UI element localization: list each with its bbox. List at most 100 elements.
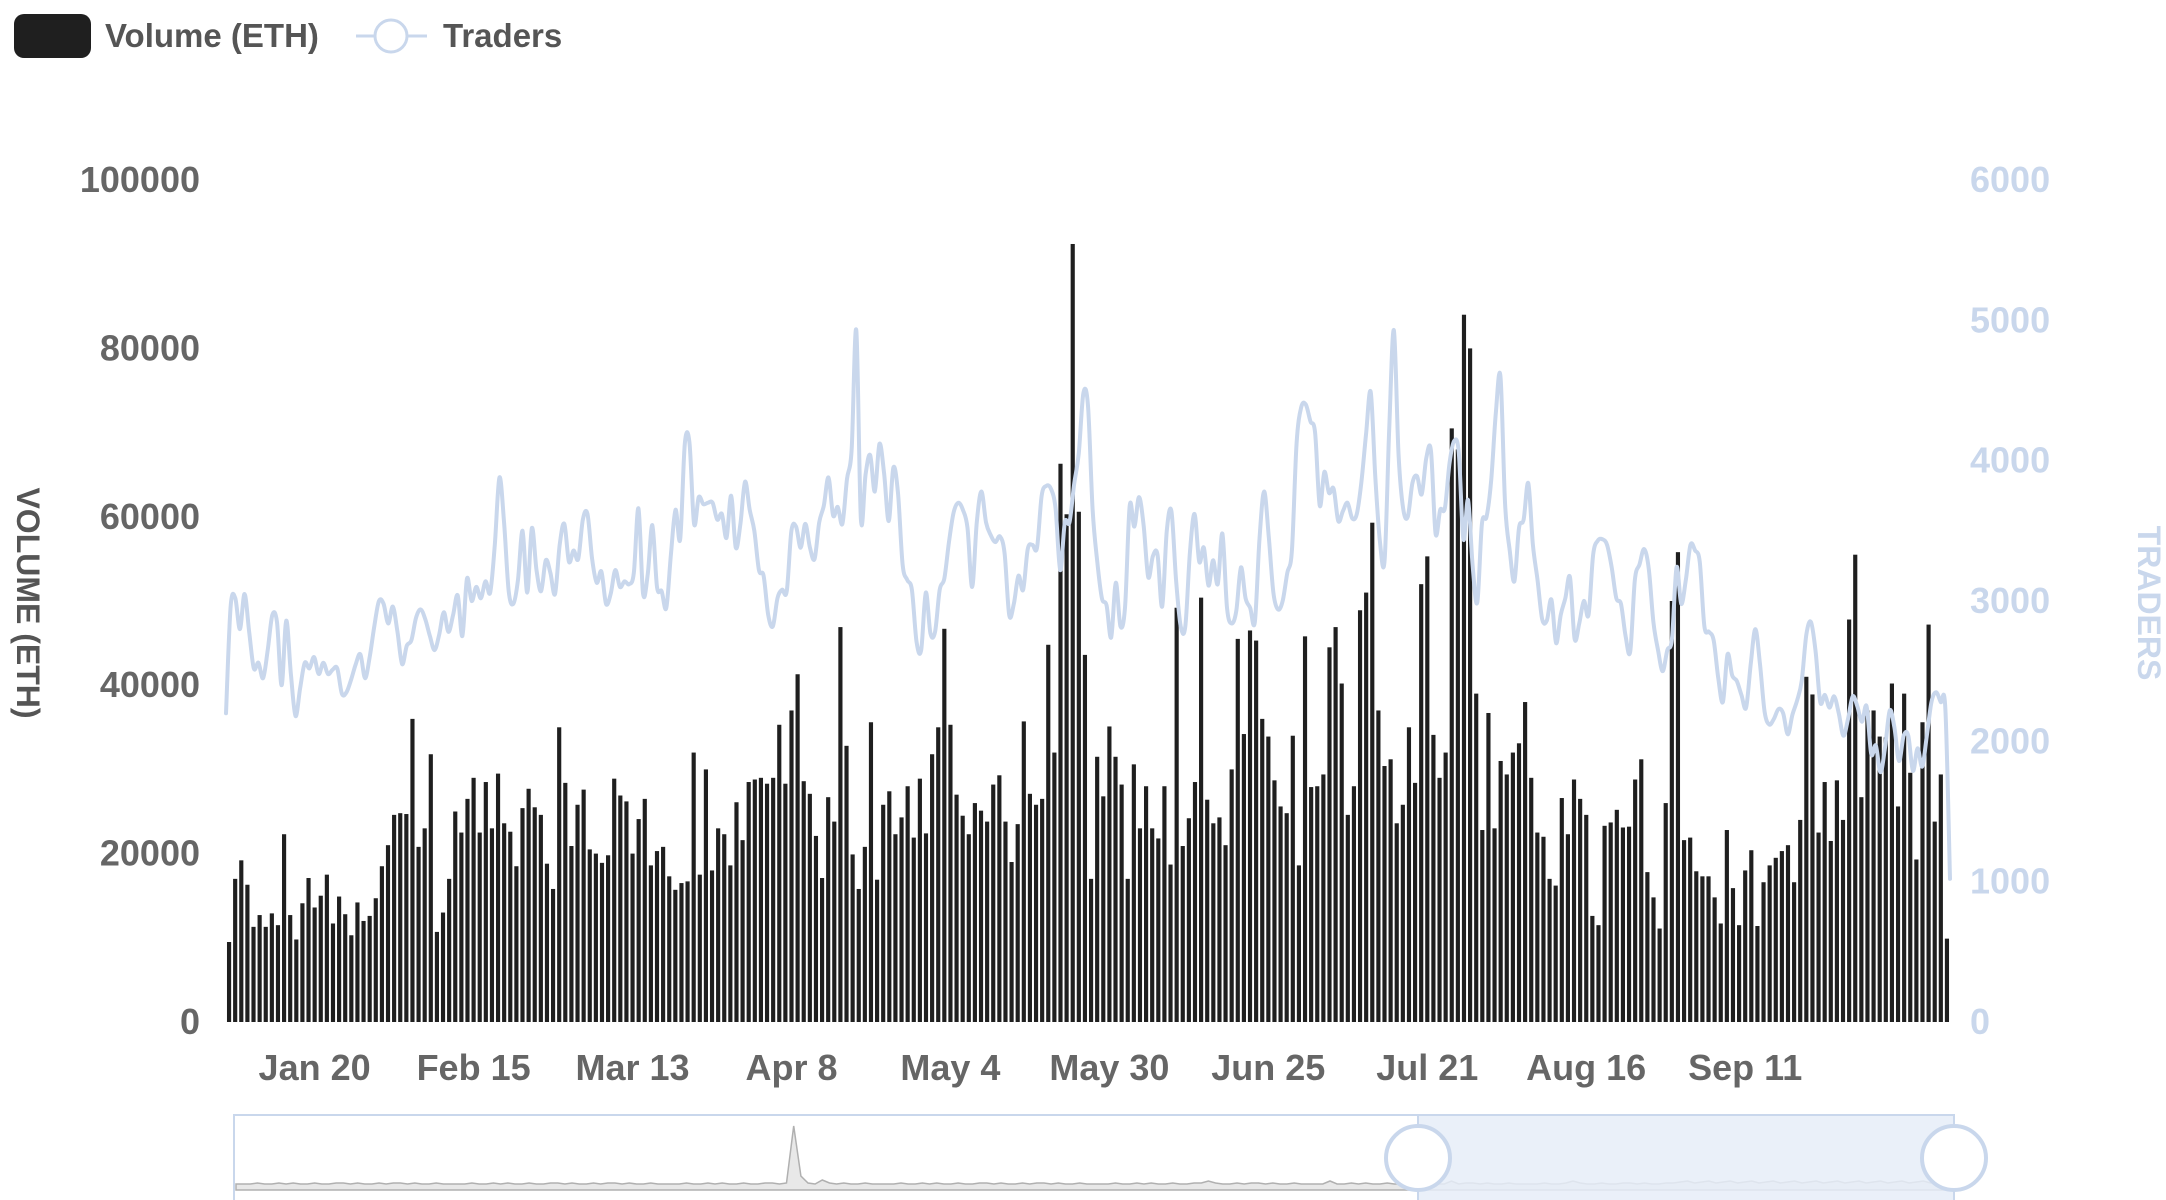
volume-bar[interactable] bbox=[495, 773, 501, 1022]
volume-bar[interactable] bbox=[563, 782, 568, 1022]
volume-bar[interactable] bbox=[972, 803, 977, 1022]
volume-bar[interactable] bbox=[911, 837, 916, 1022]
volume-bar[interactable] bbox=[422, 828, 427, 1022]
volume-bar[interactable] bbox=[697, 874, 702, 1022]
volume-bar[interactable] bbox=[783, 783, 788, 1022]
volume-bar[interactable] bbox=[728, 865, 733, 1022]
volume-bar[interactable] bbox=[1150, 828, 1155, 1022]
volume-bar[interactable] bbox=[1468, 348, 1473, 1022]
volume-bar[interactable] bbox=[282, 834, 287, 1022]
volume-bar[interactable] bbox=[288, 915, 293, 1022]
volume-bar[interactable] bbox=[245, 884, 250, 1022]
volume-bar[interactable] bbox=[306, 878, 311, 1022]
volume-bar[interactable] bbox=[275, 925, 281, 1022]
volume-bar[interactable] bbox=[465, 798, 470, 1022]
volume-bar[interactable] bbox=[1700, 876, 1705, 1022]
volume-bar[interactable] bbox=[1247, 630, 1253, 1022]
volume-bar[interactable] bbox=[233, 878, 238, 1022]
volume-bar[interactable] bbox=[544, 863, 550, 1022]
volume-bar[interactable] bbox=[1633, 779, 1638, 1023]
volume-bar[interactable] bbox=[1333, 627, 1338, 1022]
volume-bar[interactable] bbox=[1584, 814, 1589, 1022]
volume-bar[interactable] bbox=[1779, 851, 1784, 1022]
navigator-selected-range[interactable] bbox=[1417, 1114, 1955, 1200]
volume-bar[interactable] bbox=[1798, 819, 1803, 1022]
volume-bar[interactable] bbox=[1272, 780, 1277, 1022]
volume-bar[interactable] bbox=[1730, 888, 1736, 1022]
volume-bar[interactable] bbox=[1174, 607, 1179, 1022]
volume-bar[interactable] bbox=[1932, 821, 1937, 1022]
volume-bar[interactable] bbox=[1749, 850, 1754, 1022]
volume-bar[interactable] bbox=[226, 942, 232, 1022]
volume-bar[interactable] bbox=[1859, 797, 1864, 1022]
volume-bar[interactable] bbox=[1309, 787, 1314, 1022]
volume-bar[interactable] bbox=[868, 722, 874, 1022]
volume-bar[interactable] bbox=[899, 817, 904, 1022]
volume-bar[interactable] bbox=[1021, 721, 1026, 1022]
volume-bar[interactable] bbox=[1113, 756, 1118, 1022]
volume-bar[interactable] bbox=[1217, 817, 1222, 1022]
volume-bar[interactable] bbox=[1382, 766, 1387, 1022]
volume-bar[interactable] bbox=[526, 788, 531, 1022]
volume-bar[interactable] bbox=[1046, 644, 1051, 1022]
volume-bar[interactable] bbox=[685, 881, 690, 1022]
volume-bar[interactable] bbox=[1639, 759, 1644, 1022]
volume-bar[interactable] bbox=[1370, 522, 1375, 1022]
volume-bar[interactable] bbox=[581, 789, 586, 1022]
volume-bar[interactable] bbox=[1559, 798, 1564, 1022]
volume-bar[interactable] bbox=[1486, 712, 1491, 1022]
volume-bar[interactable] bbox=[844, 745, 849, 1022]
volume-bar[interactable] bbox=[502, 823, 507, 1022]
volume-bar[interactable] bbox=[1663, 803, 1668, 1022]
volume-bar[interactable] bbox=[1095, 756, 1100, 1022]
volume-bar[interactable] bbox=[532, 807, 537, 1022]
volume-bar[interactable] bbox=[1180, 846, 1185, 1022]
volume-bar[interactable] bbox=[1199, 597, 1204, 1022]
volume-bar[interactable] bbox=[1541, 836, 1546, 1022]
volume-bar[interactable] bbox=[434, 931, 439, 1022]
volume-bar[interactable] bbox=[630, 853, 635, 1022]
volume-bar[interactable] bbox=[691, 752, 696, 1022]
volume-bar[interactable] bbox=[1810, 694, 1815, 1022]
volume-bar[interactable] bbox=[1437, 777, 1442, 1022]
volume-bar[interactable] bbox=[1816, 832, 1821, 1022]
volume-bar[interactable] bbox=[862, 846, 867, 1022]
volume-bar[interactable] bbox=[917, 778, 922, 1022]
volume-bar[interactable] bbox=[1523, 702, 1528, 1022]
volume-bar[interactable] bbox=[1675, 552, 1681, 1022]
volume-bar[interactable] bbox=[300, 903, 305, 1022]
volume-bar[interactable] bbox=[251, 926, 256, 1022]
volume-bar[interactable] bbox=[1064, 514, 1069, 1022]
volume-bar[interactable] bbox=[1443, 752, 1448, 1022]
volume-bar[interactable] bbox=[838, 627, 843, 1022]
volume-bar[interactable] bbox=[550, 888, 556, 1022]
volume-bar[interactable] bbox=[1033, 804, 1039, 1022]
volume-bar[interactable] bbox=[1755, 926, 1760, 1022]
volume-bar[interactable] bbox=[1865, 710, 1870, 1022]
volume-bar[interactable] bbox=[654, 851, 660, 1022]
volume-bar[interactable] bbox=[709, 870, 715, 1022]
volume-bar[interactable] bbox=[1920, 722, 1925, 1022]
volume-bar[interactable] bbox=[1480, 830, 1485, 1022]
volume-bar[interactable] bbox=[661, 846, 666, 1022]
volume-bar[interactable] bbox=[648, 865, 653, 1022]
volume-bar[interactable] bbox=[624, 801, 629, 1022]
volume-bar[interactable] bbox=[1266, 736, 1271, 1022]
volume-bar[interactable] bbox=[1694, 871, 1699, 1022]
volume-bar[interactable] bbox=[923, 833, 929, 1022]
volume-bar[interactable] bbox=[428, 754, 433, 1022]
volume-bar[interactable] bbox=[813, 835, 819, 1022]
volume-bar[interactable] bbox=[1205, 799, 1210, 1022]
volume-bar[interactable] bbox=[960, 815, 965, 1022]
volume-bar[interactable] bbox=[1529, 777, 1534, 1022]
volume-bar[interactable] bbox=[1535, 832, 1540, 1022]
volume-bar[interactable] bbox=[1883, 737, 1888, 1022]
volume-bar[interactable] bbox=[887, 791, 892, 1022]
volume-bar[interactable] bbox=[1773, 857, 1778, 1022]
volume-bar[interactable] bbox=[850, 854, 855, 1022]
volume-bar[interactable] bbox=[1785, 845, 1791, 1022]
volume-bar[interactable] bbox=[1724, 830, 1729, 1022]
volume-bar[interactable] bbox=[606, 855, 611, 1022]
volume-bar[interactable] bbox=[1015, 824, 1020, 1022]
volume-bar[interactable] bbox=[1376, 710, 1381, 1022]
